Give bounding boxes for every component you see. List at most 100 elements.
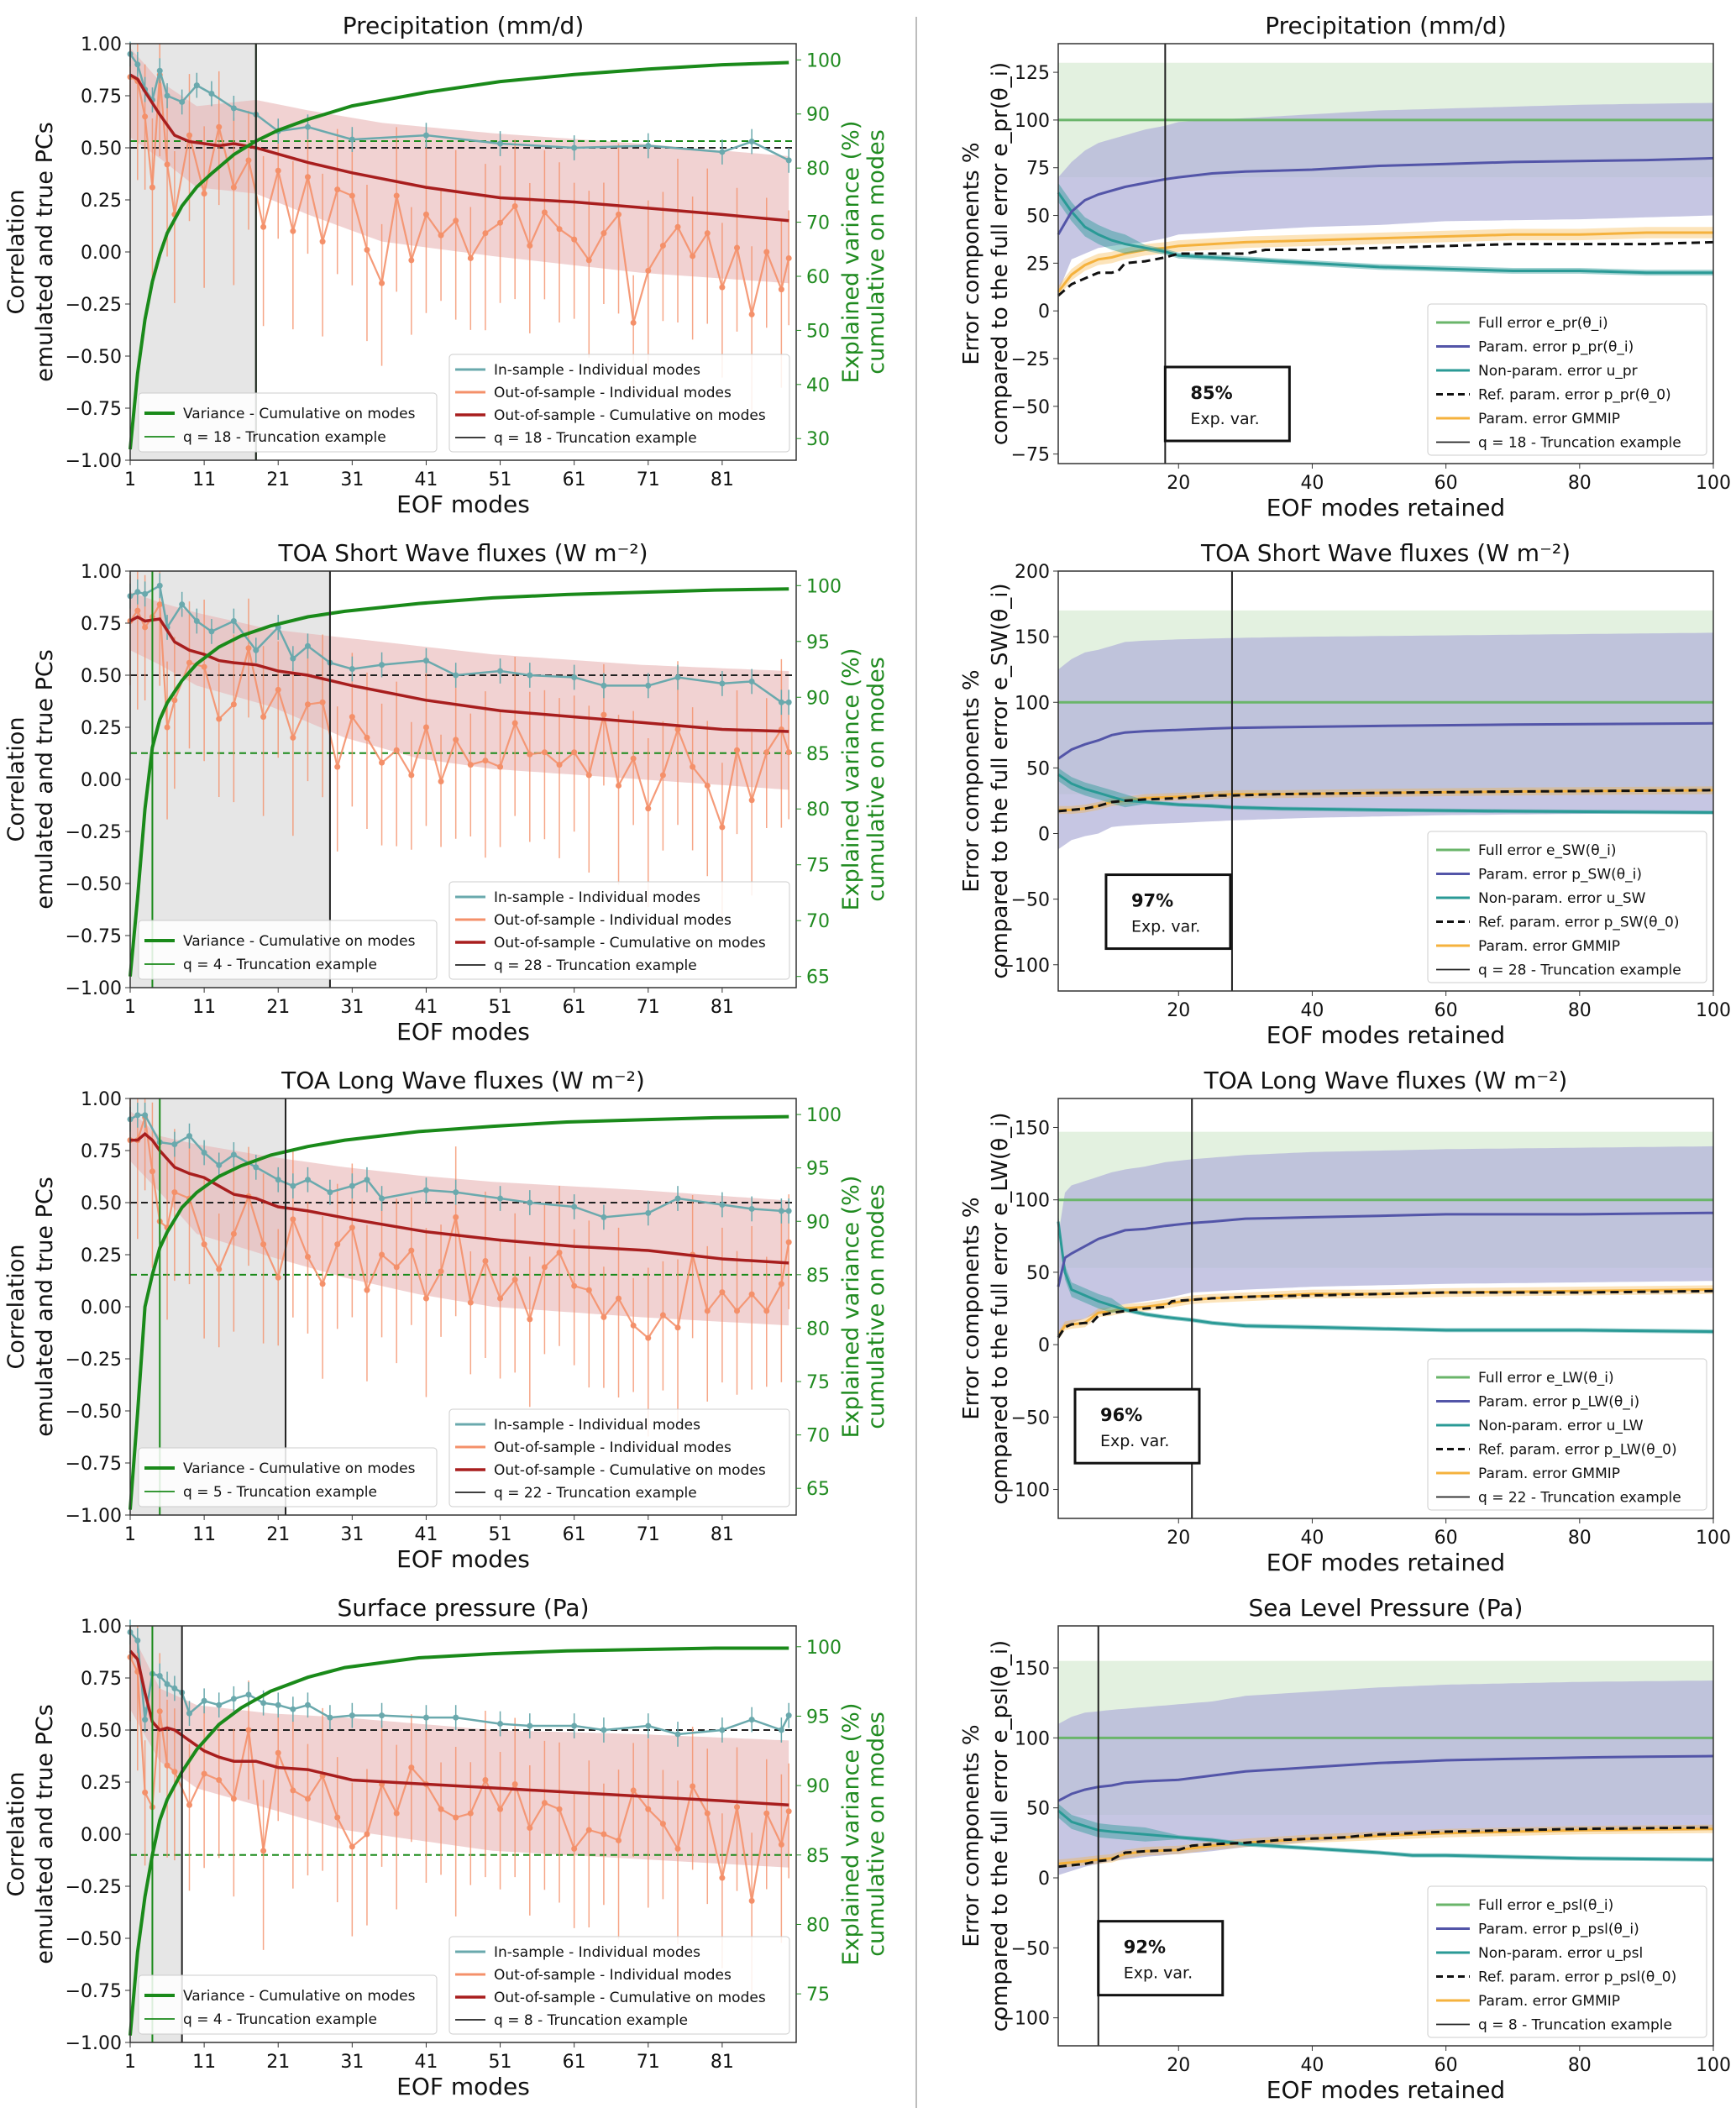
- x-tick-label: 21: [266, 2052, 290, 2073]
- x-tick-label: 51: [489, 469, 512, 490]
- outsample-point: [482, 1257, 489, 1264]
- plot-frame: [1057, 1098, 1714, 1519]
- outsample-point: [245, 157, 252, 164]
- outsample-point: [290, 734, 296, 741]
- legend-left: Variance - Cumulative on modes q = 5 - Tr…: [138, 1447, 438, 1507]
- outsample-point: [467, 254, 474, 261]
- outsample-point: [748, 1897, 755, 1904]
- y2-axis-label-line2: cumulative on modes: [863, 129, 889, 375]
- explained-variance-box: [1097, 1920, 1225, 1997]
- x-tick-label: 51: [489, 1524, 512, 1545]
- outsample-point: [674, 726, 681, 732]
- insample-point: [230, 618, 237, 625]
- y-tick-label: −0.25: [66, 1350, 122, 1371]
- outsample-point: [164, 1762, 170, 1769]
- y2-tick-label: 95: [806, 632, 830, 653]
- outsample-point: [704, 782, 711, 789]
- insample-point: [748, 139, 755, 145]
- y-tick-label: 0: [1038, 825, 1050, 846]
- legend-label: Out-of-sample - Cumulative on modes: [494, 1990, 766, 2006]
- legend-label: q = 4 - Truncation example: [183, 957, 377, 973]
- legend-label: Param. error GMMIP: [1478, 1465, 1620, 1482]
- y2-tick-label: 100: [806, 1105, 842, 1126]
- y-tick-label: −25: [1011, 349, 1050, 370]
- outsample-point: [364, 1831, 370, 1838]
- legend-label: Param. error p_psl(θ_i): [1478, 1922, 1639, 1938]
- x-tick-label: 61: [563, 469, 586, 490]
- outsample-point: [763, 249, 770, 255]
- y2-tick-label: 90: [806, 688, 830, 709]
- legend-left: Variance - Cumulative on modes q = 18 - T…: [138, 392, 438, 453]
- outsample-point: [645, 1806, 652, 1812]
- outsample-point: [171, 1769, 178, 1775]
- y-axis-label-line2: compared to the full error e_pr(θ_i): [988, 62, 1013, 445]
- y2-tick-label: 100: [806, 576, 842, 597]
- outsample-point: [541, 1800, 548, 1806]
- y2-tick-label: 80: [806, 1915, 830, 1936]
- legend-label: Out-of-sample - Cumulative on modes: [494, 1462, 766, 1479]
- legend-label: Variance - Cumulative on modes: [183, 933, 416, 950]
- legend-left: Variance - Cumulative on modes q = 4 - Tr…: [138, 1974, 438, 2035]
- outsample-point: [748, 1291, 755, 1298]
- outsample-point: [585, 772, 592, 779]
- outsample-point: [601, 230, 607, 237]
- insample-point: [453, 1189, 459, 1196]
- y2-axis-label-line2: cumulative on modes: [863, 1184, 889, 1429]
- x-tick-label: 11: [192, 469, 216, 490]
- legend-label: Full error e_LW(θ_i): [1478, 1370, 1614, 1387]
- panel-divider: [915, 17, 917, 2108]
- outsample-point: [659, 243, 666, 249]
- outsample-point: [142, 624, 149, 631]
- y2-tick-label: 90: [806, 1212, 830, 1233]
- chart-error-shortwave: TOA Short Wave fluxes (W m⁻²)20015010050…: [959, 539, 1731, 1048]
- outsample-point: [201, 1241, 207, 1248]
- outsample-point: [719, 824, 726, 831]
- outsample-point: [467, 1299, 474, 1306]
- insample-point: [142, 590, 149, 597]
- outsample-point: [453, 218, 459, 224]
- y-tick-label: 50: [1026, 1799, 1050, 1820]
- outsample-point: [230, 1230, 237, 1237]
- insample-point: [171, 1685, 178, 1691]
- x-tick-label: 80: [1568, 1528, 1592, 1549]
- outsample-point: [171, 1189, 178, 1196]
- y-tick-label: 0.75: [81, 87, 122, 107]
- y-axis-label-line2: emulated and true PCs: [32, 122, 58, 382]
- x-tick-label: 41: [414, 469, 438, 490]
- insample-point: [422, 1714, 429, 1721]
- outsample-point: [334, 1814, 341, 1821]
- y2-tick-label: 65: [806, 967, 830, 988]
- legend-label: Non-param. error u_LW: [1478, 1418, 1644, 1434]
- outsample-point: [763, 1810, 770, 1817]
- y-tick-label: −0.25: [66, 1877, 122, 1898]
- insample-point: [156, 67, 163, 74]
- gmmip-band: [1058, 786, 1713, 815]
- outsample-point: [230, 701, 237, 708]
- y-tick-label: 150: [1015, 627, 1050, 648]
- outsample-point: [142, 113, 149, 120]
- outsample-point: [319, 1281, 326, 1287]
- y2-tick-label: 90: [806, 105, 830, 126]
- outsample-point: [616, 211, 622, 218]
- param-error-band: [1058, 1680, 1713, 1875]
- outsample-point: [467, 1810, 474, 1817]
- outsample-uncertainty-band: [130, 1630, 789, 1868]
- outsample-point: [453, 1214, 459, 1220]
- plot-frame: [1057, 570, 1714, 992]
- y-tick-label: 100: [1015, 693, 1050, 714]
- y2-axis-label-line2: cumulative on modes: [863, 657, 889, 902]
- outsample-point: [171, 697, 178, 704]
- legend-label: Out-of-sample - Individual modes: [494, 1439, 732, 1456]
- y2-tick-label: 95: [806, 1707, 830, 1728]
- outsample-point: [216, 716, 223, 722]
- y2-tick-label: 60: [806, 267, 830, 288]
- outsample-point: [585, 257, 592, 264]
- x-tick-label: 60: [1434, 1528, 1458, 1549]
- insample-point: [422, 1187, 429, 1193]
- legend-label: q = 8 - Truncation example: [1478, 2017, 1672, 2034]
- outsample-point: [704, 1308, 711, 1314]
- outsample-point: [674, 223, 681, 230]
- y-tick-label: 0.50: [81, 1721, 122, 1742]
- outsample-point: [349, 192, 355, 199]
- chart-title: TOA Short Wave fluxes (W m⁻²): [1200, 539, 1571, 567]
